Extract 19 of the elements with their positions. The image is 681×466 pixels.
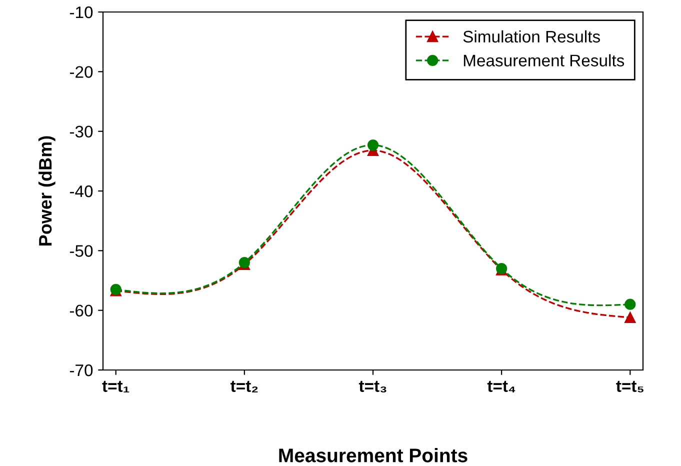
point	[367, 140, 379, 151]
y-tick-label: -40	[70, 185, 93, 198]
legend-label: Measurement Results	[464, 54, 624, 66]
y-tick-label: -20	[70, 66, 93, 78]
legend-label: Simulation Results	[463, 30, 600, 43]
y-tick-label: -50	[70, 245, 93, 257]
point	[624, 312, 636, 324]
x-tick-label: t=t₃	[358, 380, 386, 392]
y-tick-label: -30	[70, 126, 93, 138]
x-axis-title: Measurement Points	[279, 448, 468, 462]
y-tick-label: -70	[70, 364, 93, 376]
x-tick-label: t=t₄	[487, 380, 516, 392]
y-tick-label: -10	[70, 6, 93, 18]
point	[624, 298, 636, 310]
y-tick-label: -60	[70, 304, 93, 317]
y-axis-title: Power (dBm)	[38, 136, 56, 246]
x-tick-label: t=t₁	[102, 380, 130, 392]
x-tick-label: t=t₅	[616, 380, 644, 392]
x-tick-label: t=t₂	[230, 380, 258, 392]
